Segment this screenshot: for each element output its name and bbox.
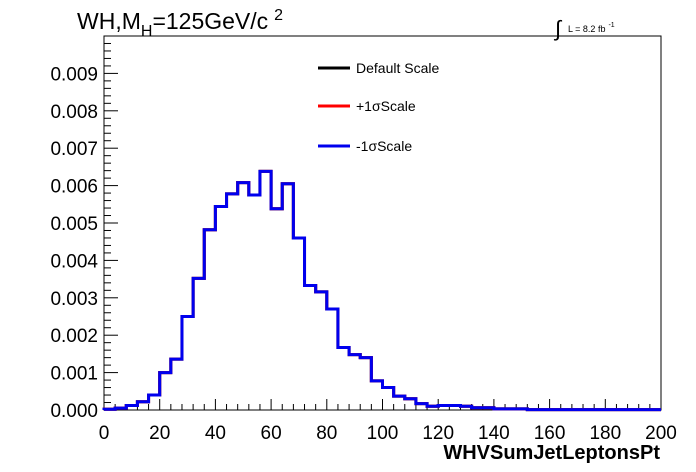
y-tick-label: 0.000 xyxy=(50,401,98,422)
title-subscript: H xyxy=(141,23,153,40)
luminosity-text: L = 8.2 fb xyxy=(568,24,605,34)
plot-frame xyxy=(103,35,662,411)
y-tick-label: 0.009 xyxy=(50,64,98,85)
series-line-1 xyxy=(102,169,661,412)
y-tick-label: 0.008 xyxy=(50,102,98,123)
y-tick-label: 0.005 xyxy=(50,214,98,235)
title-rest: =125GeV/c xyxy=(152,8,268,34)
y-tick-label: 0.007 xyxy=(50,139,98,160)
legend-entry-default: Default Scale xyxy=(318,60,439,76)
y-tick-label: 0.001 xyxy=(50,364,98,385)
x-axis-title: WHVSumJetLeptonsPt xyxy=(443,442,660,464)
series-line-0 xyxy=(102,169,661,412)
integral-sign: ∫ xyxy=(553,16,563,41)
svg-text:L = 8.2 fb-1: L = 8.2 fb -1 xyxy=(568,22,615,34)
svg-text:WH,MH=125GeV/c2: WH,MH=125GeV/c 2 xyxy=(77,7,283,40)
x-axis: 0 20 40 60 80 100 120 140 160 180 200 xyxy=(99,399,677,444)
title-superscript: 2 xyxy=(274,7,283,24)
x-tick-label: 120 xyxy=(422,423,454,444)
x-tick-label: 20 xyxy=(149,423,170,444)
legend-entry-plus1sigma: +1σScale xyxy=(318,98,416,114)
series-layer xyxy=(102,169,661,412)
x-tick-label: 100 xyxy=(367,423,399,444)
x-tick-label: 0 xyxy=(99,423,110,444)
x-tick-label: 40 xyxy=(205,423,226,444)
luminosity-superscript: -1 xyxy=(608,22,614,29)
x-tick-label: 60 xyxy=(261,423,282,444)
y-tick-label: 0.003 xyxy=(50,289,98,310)
x-tick-label: 140 xyxy=(478,423,510,444)
y-axis: 0.000 0.001 0.002 0.003 0.004 0.005 0.006 0.007… xyxy=(50,42,118,422)
x-tick-label: 160 xyxy=(534,423,566,444)
x-tick-label: 180 xyxy=(589,423,621,444)
y-tick-label: 0.004 xyxy=(50,251,98,272)
y-tick-label: 0.006 xyxy=(50,177,98,198)
title-main: WH,M xyxy=(77,8,141,34)
y-tick-label: 0.002 xyxy=(50,326,98,347)
legend-label-minus1sigma: -1σScale xyxy=(356,138,412,154)
x-tick-label: 200 xyxy=(645,423,677,444)
legend-label-default: Default Scale xyxy=(356,60,439,76)
legend: Default Scale +1σScale -1σScale xyxy=(318,60,439,154)
chart-title: WH,MH=125GeV/c 2 xyxy=(77,7,283,40)
x-tick-label: 80 xyxy=(316,423,337,444)
luminosity-label: ∫ L = 8.2 fb -1 xyxy=(553,16,615,41)
legend-entry-minus1sigma: -1σScale xyxy=(318,138,412,154)
legend-label-plus1sigma: +1σScale xyxy=(356,98,416,114)
series-line-2 xyxy=(102,169,661,412)
